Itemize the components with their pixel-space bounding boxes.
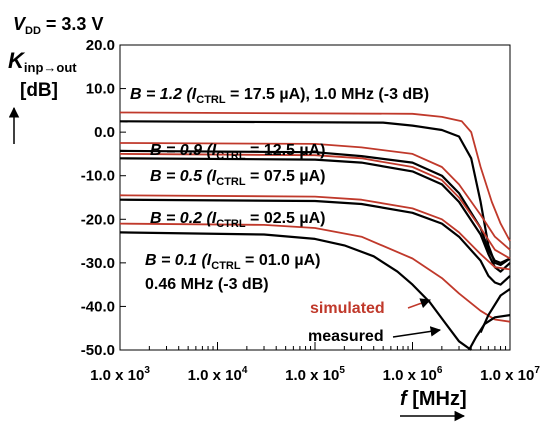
measured-series-line-11: [479, 288, 511, 334]
legend-simulated: simulated: [310, 300, 385, 317]
measured-series-line-9: [119, 231, 472, 351]
y-tick-label: -10.0: [81, 168, 115, 185]
measured-series-line-5: [119, 157, 511, 273]
legend-simulated-arrow: [407, 298, 431, 309]
y-tick-label: -30.0: [81, 255, 115, 272]
y-axis-label: Kinp→out: [8, 48, 77, 75]
annotation-b-0-9: B = 0.9 (ICTRL = 12.5 µA): [150, 142, 326, 162]
y-tick-label: 0.0: [94, 124, 115, 141]
y-ticks: 20.0 10.0 0.0 -10.0 -20.0 -30.0 -40.0 -50.0: [81, 37, 126, 359]
y-tick-label: -40.0: [81, 298, 115, 315]
y-tick-label: -20.0: [81, 211, 115, 228]
y-tick-label: 20.0: [86, 37, 115, 54]
annotation-b-0-1: B = 0.1 (ICTRL = 01.0 µA): [145, 252, 321, 272]
annotation-b-1-2: B = 1.2 (ICTRL = 17.5 µA), 1.0 MHz (-3 d…: [130, 86, 429, 106]
measured-series-line-3: [119, 149, 511, 264]
x-tick-label: 1.0 x 104: [188, 365, 248, 384]
x-tick-label: 1.0 x 105: [285, 365, 345, 384]
annotation-b-0-5: B = 0.5 (ICTRL = 07.5 µA): [150, 168, 326, 188]
legend-measured-arrow: [392, 326, 442, 338]
x-tick-label: 1.0 x 106: [383, 365, 443, 384]
simulated-series-line-0: [119, 111, 511, 242]
x-ticks: 1.0 x 103 1.0 x 104 1.0 x 105 1.0 x 106 1.0 …: [90, 342, 540, 384]
measured-series-line-7: [119, 198, 511, 286]
simulated-series-line-2: [119, 142, 511, 251]
series-group: [119, 111, 511, 351]
simulated-series-line-6: [119, 194, 511, 271]
simulated-series-line-4: [119, 153, 511, 260]
x-axis-label: f [MHz]: [400, 388, 467, 410]
annotation-cutoff-0-46: 0.46 MHz (-3 dB): [145, 276, 269, 293]
annotation-b-0-2: B = 0.2 (ICTRL = 02.5 µA): [150, 210, 326, 230]
y-tick-label: -50.0: [81, 342, 115, 359]
x-tick-label: 1.0 x 103: [90, 365, 150, 384]
supply-voltage-label: VDD = 3.3 V: [13, 14, 103, 37]
x-tick-label: 1.0 x 107: [480, 365, 540, 384]
y-axis-unit: [dB]: [20, 80, 58, 101]
measured-series-line-1: [119, 120, 511, 267]
y-tick-label: 10.0: [86, 81, 115, 98]
legend-measured: measured: [308, 328, 384, 345]
